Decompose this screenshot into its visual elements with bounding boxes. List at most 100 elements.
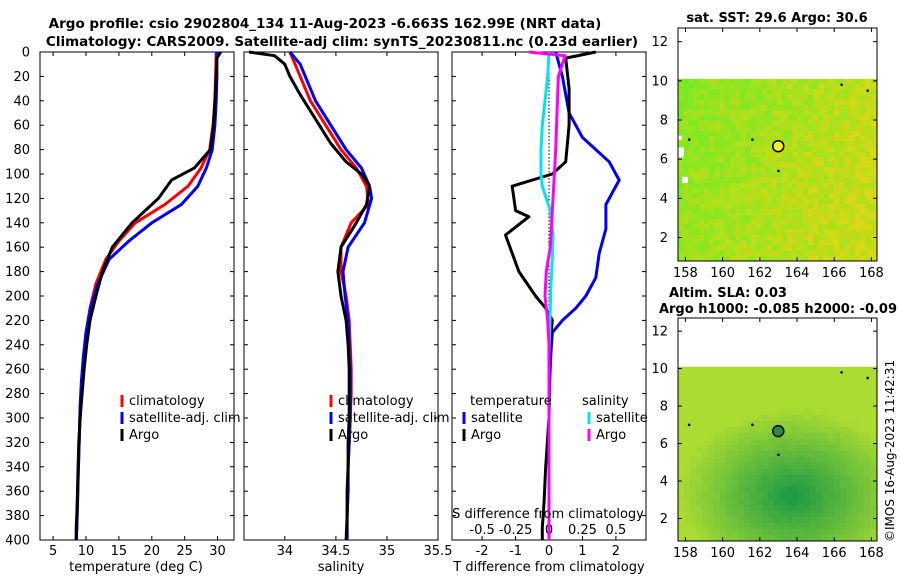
map-cell <box>792 409 798 415</box>
map-cell <box>870 95 876 101</box>
map-cell <box>720 115 726 121</box>
map-cell <box>798 251 804 257</box>
map-cell <box>708 463 714 469</box>
map-cell <box>855 251 861 257</box>
map-cell <box>855 183 861 189</box>
map-cell <box>683 157 689 163</box>
map-cell <box>828 499 834 505</box>
map-cell <box>846 505 852 511</box>
map-cell <box>780 499 786 505</box>
map-cell <box>792 84 798 90</box>
map-cell <box>829 219 835 225</box>
map-cell <box>870 251 876 257</box>
map-cell <box>720 457 726 463</box>
map-cell <box>774 517 780 523</box>
map-cell <box>738 421 744 427</box>
map-cell <box>772 89 778 95</box>
map-y-tick-label: 6 <box>660 153 668 168</box>
map-cell <box>726 535 732 541</box>
map-cell <box>846 469 852 475</box>
map-cell <box>738 487 744 493</box>
map-cell <box>688 256 694 262</box>
map-cell <box>818 115 824 121</box>
map-cell <box>699 105 705 111</box>
map-cell <box>690 403 696 409</box>
map-cell <box>684 403 690 409</box>
map-cell <box>818 245 824 251</box>
map-cell <box>744 511 750 517</box>
map-cell <box>803 240 809 246</box>
map-cell <box>708 487 714 493</box>
map-cell <box>780 451 786 457</box>
map-cell <box>846 463 852 469</box>
map-cell <box>810 397 816 403</box>
map-cell <box>683 251 689 257</box>
map-cell <box>870 225 876 231</box>
map-cell <box>738 385 744 391</box>
map-cell <box>860 136 866 142</box>
map-cell <box>744 391 750 397</box>
map-cell <box>772 152 778 158</box>
map-cell <box>864 523 870 529</box>
map-cell <box>786 403 792 409</box>
map-cell <box>782 126 788 132</box>
map-cell <box>818 147 824 153</box>
map-cell <box>690 463 696 469</box>
map-cell <box>813 105 819 111</box>
map-cell <box>683 214 689 220</box>
map-cell <box>824 235 830 241</box>
map-cell <box>720 225 726 231</box>
map-cell <box>858 469 864 475</box>
map-x-tick-label: 160 <box>710 546 735 561</box>
map-cell <box>720 373 726 379</box>
map-cell <box>725 147 731 153</box>
map-cell <box>756 427 762 433</box>
map-cell <box>808 100 814 106</box>
map-cell <box>690 385 696 391</box>
map-cell <box>870 517 876 523</box>
map-cell <box>688 245 694 251</box>
map-cell <box>810 481 816 487</box>
map-cell <box>696 535 702 541</box>
map-cell <box>844 152 850 158</box>
map-cell <box>777 199 783 205</box>
map-cell <box>839 157 845 163</box>
map-cell <box>730 193 736 199</box>
map-cell <box>740 251 746 257</box>
map-cell <box>822 517 828 523</box>
map-cell <box>792 183 798 189</box>
map-cell <box>756 136 762 142</box>
map-cell <box>792 152 798 158</box>
map-cell <box>762 421 768 427</box>
map-cell <box>750 457 756 463</box>
map-cell <box>870 219 876 225</box>
map-cell <box>824 251 830 257</box>
map-cell <box>818 141 824 147</box>
map-cell <box>696 421 702 427</box>
map-cell <box>690 397 696 403</box>
map-cell <box>720 230 726 236</box>
map-cell <box>714 162 720 168</box>
map-cell <box>803 84 809 90</box>
map-cell <box>730 131 736 137</box>
map-cell <box>732 421 738 427</box>
map-cell <box>750 433 756 439</box>
map-cell <box>792 457 798 463</box>
map-cell <box>860 115 866 121</box>
map-cell <box>688 131 694 137</box>
map-cell <box>725 183 731 189</box>
map-cell <box>720 493 726 499</box>
map-cell <box>829 110 835 116</box>
map-cell <box>720 105 726 111</box>
map-cell <box>699 230 705 236</box>
map-cell <box>750 499 756 505</box>
map-cell <box>735 131 741 137</box>
map-cell <box>834 511 840 517</box>
map-cell <box>860 214 866 220</box>
map-cell <box>756 214 762 220</box>
map-cell <box>787 162 793 168</box>
map-cell <box>720 523 726 529</box>
map-cell <box>714 230 720 236</box>
map-cell <box>839 230 845 236</box>
map-cell <box>786 373 792 379</box>
